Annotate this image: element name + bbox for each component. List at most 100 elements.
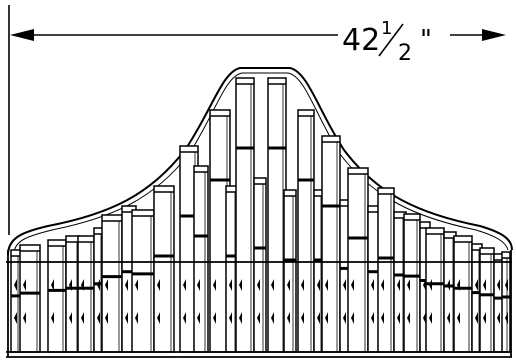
tube-clip bbox=[457, 279, 460, 291]
tube-clip bbox=[447, 312, 450, 324]
dimension-numerator: 1 bbox=[381, 18, 392, 39]
tube-clip bbox=[23, 312, 26, 324]
tube bbox=[19, 244, 41, 353]
tube-clip bbox=[271, 312, 274, 324]
tube-clip bbox=[213, 279, 216, 291]
tube-clip bbox=[135, 279, 138, 291]
tube-clip bbox=[287, 279, 290, 291]
width-dimension bbox=[8, 5, 506, 235]
arrowhead-left bbox=[10, 29, 34, 41]
tube-clip bbox=[429, 312, 432, 324]
tube-clip bbox=[271, 279, 274, 291]
tube-clip bbox=[381, 279, 384, 291]
tube-clip bbox=[157, 279, 160, 291]
tube-clip bbox=[183, 312, 186, 324]
tube bbox=[321, 135, 341, 353]
tube-clip bbox=[351, 279, 354, 291]
tube-clip bbox=[397, 279, 400, 291]
tube bbox=[297, 109, 315, 353]
back-panel-outline bbox=[7, 67, 513, 256]
tube-body bbox=[377, 187, 395, 353]
tube-clip bbox=[229, 279, 232, 291]
tube-body bbox=[479, 247, 495, 353]
tube-clip bbox=[157, 312, 160, 324]
fraction-bar bbox=[378, 23, 404, 57]
tube-clip bbox=[69, 312, 72, 324]
tube-clip bbox=[483, 312, 486, 324]
tube bbox=[235, 77, 255, 353]
tube-clip bbox=[301, 279, 304, 291]
dimension-unit: " bbox=[420, 25, 432, 55]
tube bbox=[253, 177, 267, 353]
tube bbox=[47, 239, 67, 353]
tube-clip bbox=[23, 279, 26, 291]
tube-clip bbox=[457, 312, 460, 324]
tube-clip bbox=[371, 279, 374, 291]
tube-clip bbox=[14, 312, 17, 324]
tube-clip bbox=[475, 279, 478, 291]
tube-columns bbox=[10, 77, 511, 353]
tube-body bbox=[77, 235, 95, 353]
tube bbox=[453, 235, 473, 353]
tube bbox=[193, 165, 209, 353]
tube-clip bbox=[97, 279, 100, 291]
tube-clip bbox=[381, 312, 384, 324]
tube-clip bbox=[125, 312, 128, 324]
tube bbox=[101, 214, 123, 353]
tube-clip bbox=[97, 312, 100, 324]
tube-clip bbox=[69, 279, 72, 291]
tube-clip bbox=[317, 312, 320, 324]
tube bbox=[425, 227, 445, 353]
tube bbox=[501, 251, 511, 353]
tube-clip bbox=[197, 312, 200, 324]
tube-body bbox=[403, 213, 421, 353]
tube bbox=[283, 189, 297, 353]
tube-body bbox=[501, 251, 511, 353]
tube-clip bbox=[135, 312, 138, 324]
tube-clip bbox=[325, 279, 328, 291]
tube-clip bbox=[105, 279, 108, 291]
tube bbox=[347, 167, 369, 353]
tube-clip bbox=[497, 312, 500, 324]
tube-clip bbox=[343, 279, 346, 291]
tube-clip bbox=[125, 279, 128, 291]
tube-clip bbox=[229, 312, 232, 324]
tube-clip bbox=[197, 279, 200, 291]
dimension-whole: 42 bbox=[342, 23, 380, 58]
tube-clip bbox=[257, 312, 260, 324]
tube-clip bbox=[287, 312, 290, 324]
tube-body bbox=[253, 177, 267, 353]
tube-clip bbox=[351, 312, 354, 324]
tube-body bbox=[297, 109, 315, 353]
tube-clip bbox=[505, 312, 508, 324]
tube-clip bbox=[51, 312, 54, 324]
tube-clip bbox=[429, 279, 432, 291]
tube-clip bbox=[213, 312, 216, 324]
tube-body bbox=[283, 189, 297, 353]
tube bbox=[479, 247, 495, 353]
tube-clip bbox=[239, 279, 242, 291]
tube bbox=[131, 209, 155, 353]
tube-clip bbox=[407, 279, 410, 291]
tube-clip bbox=[475, 312, 478, 324]
tube bbox=[403, 213, 421, 353]
tube-clip bbox=[105, 312, 108, 324]
tube-clip bbox=[81, 312, 84, 324]
tube-clip bbox=[343, 312, 346, 324]
tube bbox=[77, 235, 95, 353]
tube-clip bbox=[325, 312, 328, 324]
tube-clip bbox=[14, 279, 17, 291]
tube-clip bbox=[317, 279, 320, 291]
tube-clip bbox=[239, 312, 242, 324]
dimension-denominator: 2 bbox=[398, 41, 412, 66]
tube-clip bbox=[407, 312, 410, 324]
tube-clip bbox=[51, 279, 54, 291]
tube-clip bbox=[81, 279, 84, 291]
tube-clip bbox=[371, 312, 374, 324]
tube bbox=[267, 77, 287, 353]
base-frame bbox=[6, 250, 512, 358]
back-panel-inner-outline bbox=[13, 72, 509, 253]
dimension-label: 42 1 2 " bbox=[342, 18, 432, 66]
tube-clip bbox=[505, 279, 508, 291]
